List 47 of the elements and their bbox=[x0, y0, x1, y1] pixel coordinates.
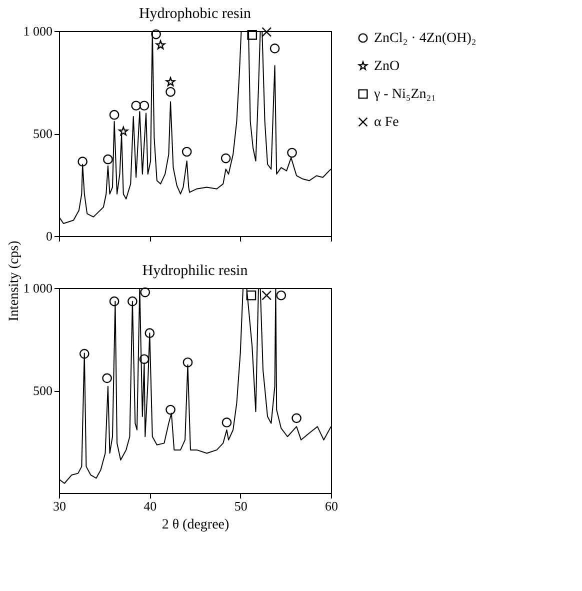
point bbox=[166, 86, 176, 97]
point bbox=[287, 148, 297, 158]
point bbox=[118, 126, 128, 136]
point bbox=[151, 29, 161, 40]
point bbox=[109, 110, 120, 120]
y-tick-label: 1 000 bbox=[23, 24, 52, 38]
point bbox=[166, 404, 176, 415]
point bbox=[128, 296, 138, 306]
point bbox=[247, 30, 258, 40]
point bbox=[109, 296, 120, 306]
x-axis-title: 2 θ (degree) bbox=[162, 518, 230, 532]
point bbox=[182, 146, 192, 157]
point bbox=[166, 77, 176, 86]
point bbox=[276, 290, 286, 300]
chart-title: Hydrophobic resin bbox=[138, 6, 252, 22]
point bbox=[262, 290, 272, 300]
point bbox=[222, 418, 232, 428]
point bbox=[79, 348, 90, 359]
point bbox=[131, 100, 141, 111]
point bbox=[182, 357, 193, 368]
chart-title: Hydrophilic resin bbox=[142, 263, 248, 279]
point bbox=[103, 154, 113, 164]
y-tick-label: 0 bbox=[46, 228, 52, 244]
point bbox=[139, 100, 150, 111]
point bbox=[144, 328, 155, 338]
point bbox=[292, 413, 302, 424]
x-tick-label: 50 bbox=[234, 498, 248, 514]
legend-label: α Fe bbox=[374, 115, 399, 130]
point bbox=[102, 373, 112, 384]
point bbox=[246, 290, 256, 300]
y-axis-title: Intensity (cps) bbox=[7, 240, 22, 322]
point bbox=[78, 156, 88, 167]
y-tick-label: 500 bbox=[33, 126, 52, 141]
point bbox=[156, 40, 166, 50]
x-tick-label: 30 bbox=[53, 498, 66, 514]
point bbox=[262, 27, 272, 37]
x-tick-label: 40 bbox=[144, 498, 157, 514]
point bbox=[140, 287, 150, 298]
legend-label: ZnCl₂ · 4Zn(OH)₂ bbox=[374, 31, 476, 46]
y-tick-label: 1 000 bbox=[23, 280, 52, 296]
point bbox=[270, 44, 280, 54]
legend-label: ZnO bbox=[374, 59, 400, 74]
point bbox=[139, 354, 150, 364]
y-tick-label: 500 bbox=[33, 383, 52, 398]
legend-label: γ - Ni₅Zn₂₁ bbox=[373, 87, 436, 102]
x-tick-label: 60 bbox=[325, 498, 338, 514]
point bbox=[220, 153, 231, 164]
